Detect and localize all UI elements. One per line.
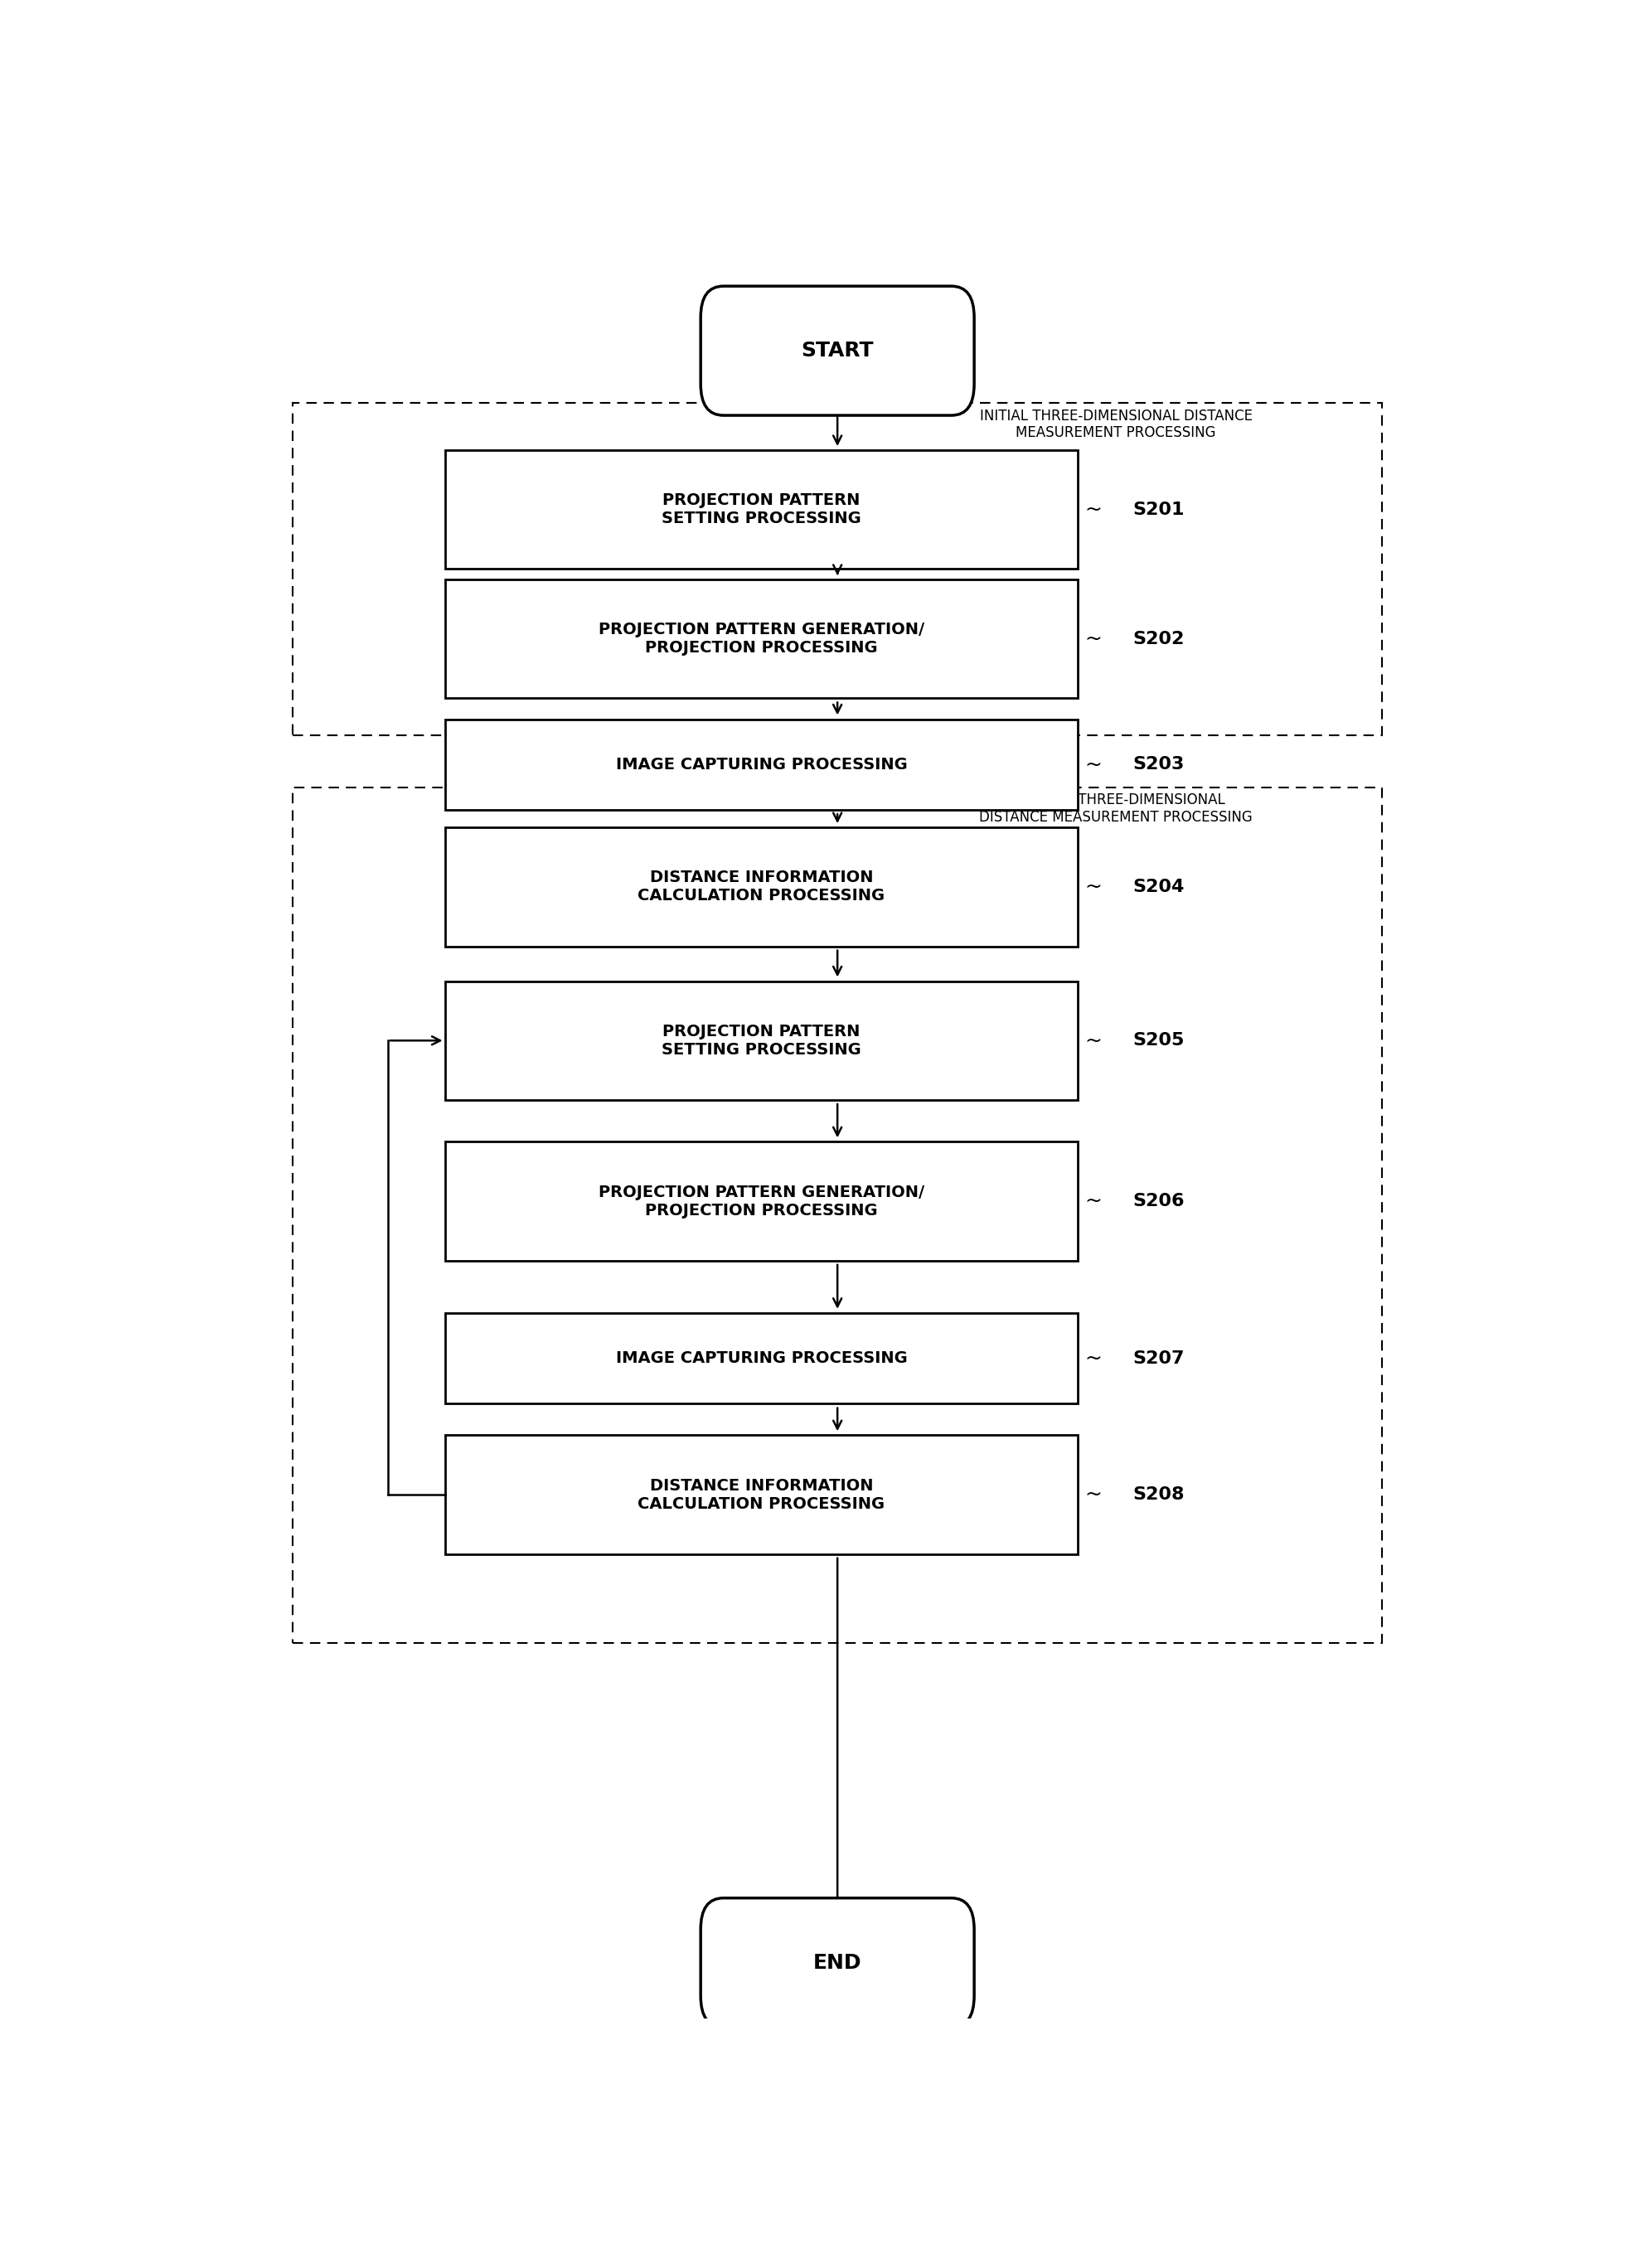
Text: S202: S202: [1132, 631, 1185, 646]
FancyBboxPatch shape: [701, 1898, 974, 2028]
Text: START: START: [801, 340, 874, 361]
Text: PROJECTION PATTERN
SETTING PROCESSING: PROJECTION PATTERN SETTING PROCESSING: [662, 492, 861, 526]
FancyBboxPatch shape: [444, 451, 1078, 569]
Text: S205: S205: [1132, 1032, 1185, 1048]
FancyBboxPatch shape: [444, 581, 1078, 699]
Text: PROJECTION PATTERN GENERATION/
PROJECTION PROCESSING: PROJECTION PATTERN GENERATION/ PROJECTIO…: [598, 1184, 925, 1218]
Text: S201: S201: [1132, 501, 1185, 517]
Text: S207: S207: [1132, 1349, 1185, 1368]
Text: END: END: [814, 1953, 861, 1973]
FancyBboxPatch shape: [444, 1436, 1078, 1554]
Text: DISTANCE INFORMATION
CALCULATION PROCESSING: DISTANCE INFORMATION CALCULATION PROCESS…: [637, 1479, 886, 1510]
Text: S208: S208: [1132, 1486, 1185, 1504]
Text: INITIAL THREE-DIMENSIONAL DISTANCE
MEASUREMENT PROCESSING: INITIAL THREE-DIMENSIONAL DISTANCE MEASU…: [980, 408, 1252, 440]
FancyBboxPatch shape: [701, 286, 974, 415]
Text: S206: S206: [1132, 1193, 1185, 1209]
Text: DISTANCE INFORMATION
CALCULATION PROCESSING: DISTANCE INFORMATION CALCULATION PROCESS…: [637, 871, 886, 905]
Text: ~: ~: [1085, 1191, 1101, 1211]
Text: IMAGE CAPTURING PROCESSING: IMAGE CAPTURING PROCESSING: [616, 1349, 907, 1365]
Text: DETAILED THREE-DIMENSIONAL
DISTANCE MEASUREMENT PROCESSING: DETAILED THREE-DIMENSIONAL DISTANCE MEAS…: [979, 792, 1253, 826]
FancyBboxPatch shape: [444, 719, 1078, 810]
Text: PROJECTION PATTERN GENERATION/
PROJECTION PROCESSING: PROJECTION PATTERN GENERATION/ PROJECTIO…: [598, 621, 925, 655]
Text: ~: ~: [1085, 878, 1101, 896]
Text: IMAGE CAPTURING PROCESSING: IMAGE CAPTURING PROCESSING: [616, 758, 907, 773]
Text: PROJECTION PATTERN
SETTING PROCESSING: PROJECTION PATTERN SETTING PROCESSING: [662, 1023, 861, 1057]
FancyBboxPatch shape: [444, 1141, 1078, 1261]
Text: ~: ~: [1085, 1030, 1101, 1050]
FancyBboxPatch shape: [444, 1313, 1078, 1404]
FancyBboxPatch shape: [444, 828, 1078, 946]
Text: ~: ~: [1085, 1486, 1101, 1504]
Text: ~: ~: [1085, 628, 1101, 649]
FancyBboxPatch shape: [444, 982, 1078, 1100]
Text: ~: ~: [1085, 499, 1101, 519]
Text: S204: S204: [1132, 878, 1185, 896]
Text: ~: ~: [1085, 755, 1101, 776]
Text: ~: ~: [1085, 1349, 1101, 1368]
Text: S203: S203: [1132, 755, 1185, 773]
